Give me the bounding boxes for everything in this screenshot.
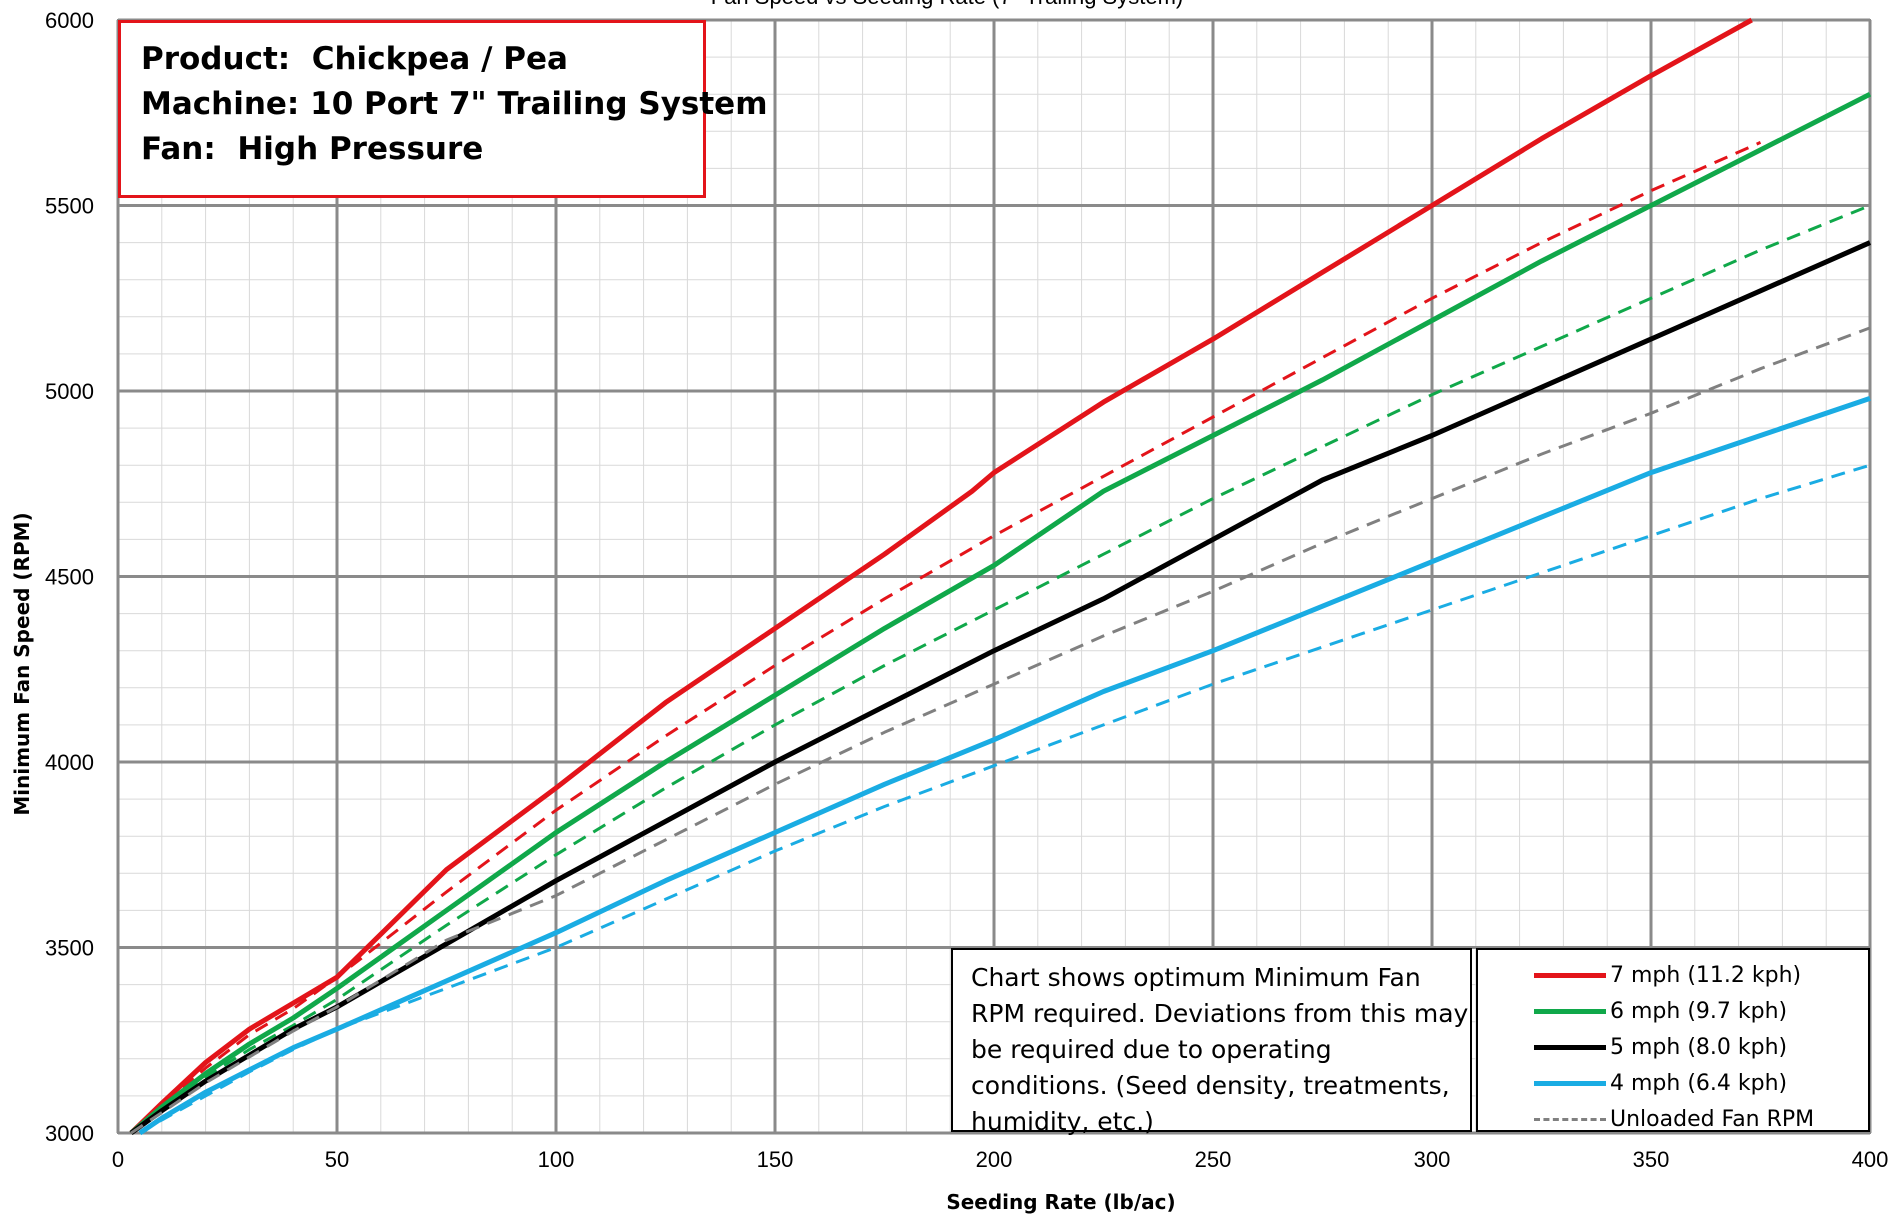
series-line-7-mph-11-2-kph: [129, 17, 1753, 1135]
y-tick-label: 4500: [45, 565, 94, 590]
legend-swatch: [1534, 1008, 1606, 1014]
y-axis-title: Minimum Fan Speed (RPM): [10, 512, 34, 815]
x-tick-label: 50: [325, 1147, 349, 1172]
legend-label: 7 mph (11.2 kph): [1610, 962, 1802, 988]
legend-swatch: [1534, 1044, 1606, 1050]
legend: 7 mph (11.2 kph) 6 mph (9.7 kph) 5 mph (…: [1476, 948, 1870, 1132]
x-tick-label: 350: [1633, 1147, 1670, 1172]
x-tick-label: 400: [1852, 1147, 1889, 1172]
legend-item: 5 mph (8.0 kph): [1534, 1029, 1868, 1065]
y-tick-label: 5000: [45, 379, 94, 404]
series-line-5-mph-8-0-kph: [129, 240, 1872, 1136]
legend-item: 6 mph (9.7 kph): [1534, 993, 1868, 1029]
legend-label: 5 mph (8.0 kph): [1610, 1034, 1788, 1060]
note-text: Chart shows optimum Minimum Fan RPM requ…: [971, 963, 1469, 1136]
legend-label: 4 mph (6.4 kph): [1610, 1070, 1788, 1096]
series-line-6-mph-9-7-kph-dashed: [130, 204, 1871, 1135]
legend-item: Unloaded Fan RPM: [1534, 1101, 1868, 1137]
x-tick-label: 250: [1195, 1147, 1232, 1172]
x-tick-label: 300: [1414, 1147, 1451, 1172]
plot-area-frame: [117, 19, 1871, 1134]
x-tick-label: 150: [757, 1147, 794, 1172]
legend-swatch: [1534, 972, 1606, 978]
series-line-unloaded-fan-rpm-dashed: [130, 326, 1871, 1135]
legend-label: 6 mph (9.7 kph): [1610, 998, 1788, 1024]
x-tick-label: 200: [976, 1147, 1013, 1172]
legend-swatch: [1534, 1080, 1606, 1086]
x-tick-label: 0: [112, 1147, 124, 1172]
x-axis-tick-labels: 0 50 100 150 200 250 300 350 400: [112, 1147, 1888, 1172]
y-tick-label: 5500: [45, 194, 94, 219]
series-line-7-mph-11-2-kph-dashed: [130, 141, 1762, 1135]
legend-item: 7 mph (11.2 kph): [1534, 957, 1868, 993]
product-line: Product: Chickpea / Pea: [141, 41, 568, 77]
y-axis-tick-labels: 3000 3500 4000 4500 5000 5500 6000: [45, 8, 94, 1146]
x-tick-label: 100: [538, 1147, 575, 1172]
legend-swatch: [1534, 1117, 1606, 1121]
x-axis-title: Seeding Rate (lb/ac): [946, 1190, 1175, 1214]
note-box: Chart shows optimum Minimum Fan RPM requ…: [951, 948, 1472, 1136]
series-layer: [129, 17, 1872, 1136]
legend-item: 4 mph (6.4 kph): [1534, 1065, 1868, 1101]
series-line-6-mph-9-7-kph: [129, 91, 1872, 1135]
series-line-4-mph-6-4-kph: [138, 396, 1871, 1136]
chart-title: Fan Speed vs Seeding Rate (7" Trailing S…: [711, 0, 1183, 9]
fan-line: Fan: High Pressure: [141, 131, 484, 167]
product-info-box: Product: Chickpea / Pea Machine: 10 Port…: [118, 20, 768, 198]
y-tick-label: 3000: [45, 1121, 94, 1146]
y-tick-label: 3500: [45, 936, 94, 961]
machine-line: Machine: 10 Port 7" Trailing System: [141, 86, 768, 122]
y-tick-label: 6000: [45, 8, 94, 33]
legend-label: Unloaded Fan RPM: [1610, 1106, 1815, 1132]
y-tick-label: 4000: [45, 750, 94, 775]
